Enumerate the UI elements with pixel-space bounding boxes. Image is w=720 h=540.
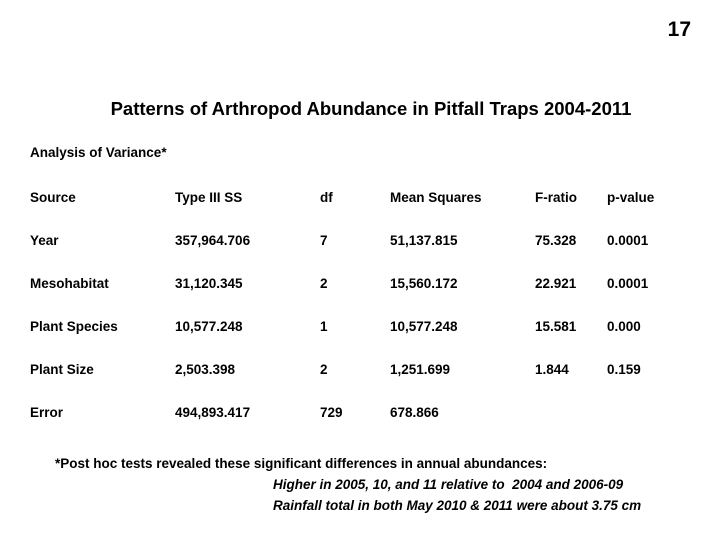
cell-source: Plant Size xyxy=(30,362,94,377)
cell-p-value xyxy=(607,404,697,421)
cell-f-ratio: 75.328 xyxy=(535,233,577,248)
cell-mean-squares: 678.866 xyxy=(390,405,439,420)
cell-p-value: 0.0001 xyxy=(607,233,649,248)
cell-source: Error xyxy=(30,405,64,420)
cell-source: Year xyxy=(30,233,59,248)
cell-f-ratio: 22.921 xyxy=(535,276,577,291)
cell-type-iii-ss: 10,577.248 xyxy=(175,319,243,334)
cell-source: Plant Species xyxy=(30,319,118,334)
cell-p-value: 0.0001 xyxy=(607,276,649,291)
cell-mean-squares: 15,560.172 xyxy=(390,276,458,291)
column-header-df: df xyxy=(320,190,333,205)
table-row-plant-species: Plant Species 10,577.248 1 10,577.248 15… xyxy=(30,318,697,335)
cell-type-iii-ss: 357,964.706 xyxy=(175,233,251,248)
cell-type-iii-ss: 494,893.417 xyxy=(175,405,251,420)
table-row-mesohabitat: Mesohabitat 31,120.345 2 15,560.172 22.9… xyxy=(30,275,697,292)
footnote-post-hoc: *Post hoc tests revealed these significa… xyxy=(55,456,548,471)
table-header-row: Source Type III SS df Mean Squares F-rat… xyxy=(30,189,697,206)
cell-type-iii-ss: 31,120.345 xyxy=(175,276,243,291)
cell-source: Mesohabitat xyxy=(30,276,109,291)
table-row-year: Year 357,964.706 7 51,137.815 75.328 0.0… xyxy=(30,232,697,249)
cell-f-ratio: 15.581 xyxy=(535,319,577,334)
table-row-plant-size: Plant Size 2,503.398 2 1,251.699 1.844 0… xyxy=(30,361,697,378)
column-header-f-ratio: F-ratio xyxy=(535,190,577,205)
cell-df: 2 xyxy=(320,362,328,377)
cell-mean-squares: 1,251.699 xyxy=(390,362,451,377)
slide-title: Patterns of Arthropod Abundance in Pitfa… xyxy=(110,98,632,119)
cell-mean-squares: 10,577.248 xyxy=(390,319,458,334)
footnote-higher-years: Higher in 2005, 10, and 11 relative to 2… xyxy=(273,477,624,492)
table-row-error: Error 494,893.417 729 678.866 xyxy=(30,404,697,421)
column-header-source: Source xyxy=(30,190,76,205)
cell-mean-squares: 51,137.815 xyxy=(390,233,458,248)
page-number: 17 xyxy=(667,18,691,41)
cell-p-value: 0.000 xyxy=(607,319,641,334)
cell-f-ratio xyxy=(535,404,607,421)
cell-f-ratio: 1.844 xyxy=(535,362,569,377)
column-header-p-value: p-value xyxy=(607,190,655,205)
cell-df: 729 xyxy=(320,405,343,420)
cell-df: 2 xyxy=(320,276,328,291)
footnote-rainfall: Rainfall total in both May 2010 & 2011 w… xyxy=(273,498,642,513)
analysis-of-variance-subtitle: Analysis of Variance* xyxy=(30,145,167,160)
cell-p-value: 0.159 xyxy=(607,362,641,377)
column-header-mean-squares: Mean Squares xyxy=(390,190,482,205)
cell-df: 1 xyxy=(320,319,328,334)
cell-type-iii-ss: 2,503.398 xyxy=(175,362,236,377)
column-header-type-iii-ss: Type III SS xyxy=(175,190,243,205)
cell-df: 7 xyxy=(320,233,328,248)
